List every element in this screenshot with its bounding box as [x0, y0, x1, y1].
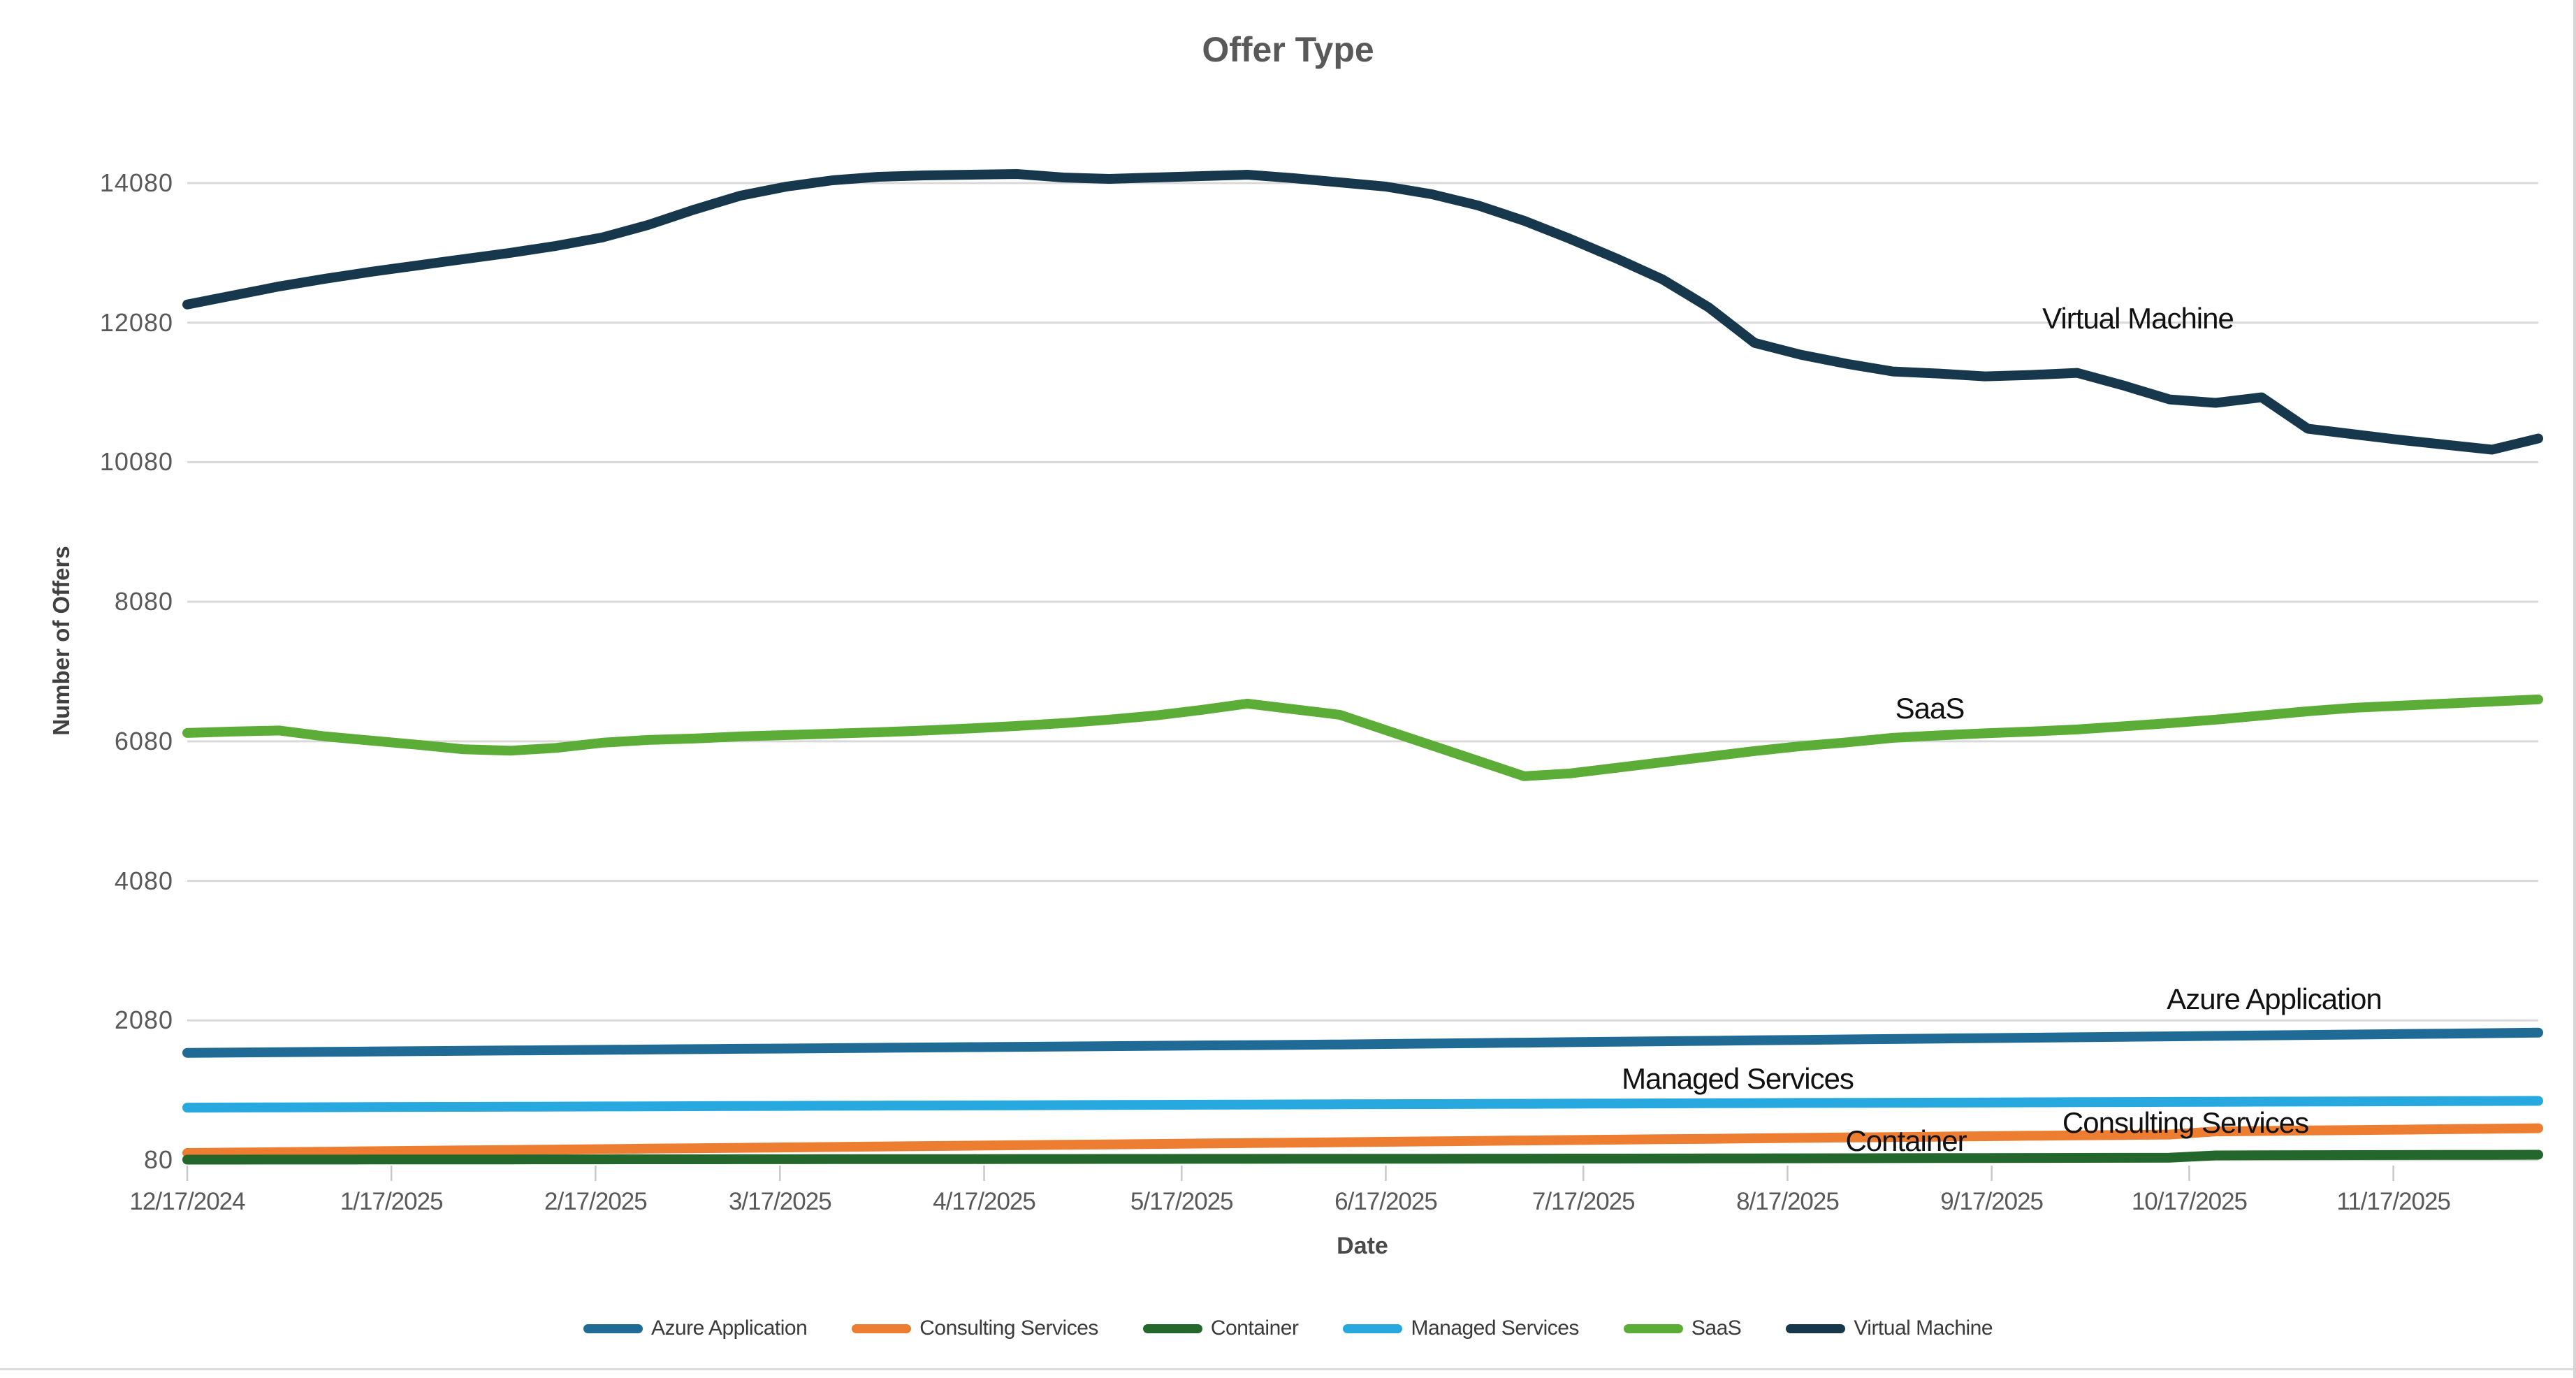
legend-swatch-managed-services [1343, 1323, 1403, 1333]
legend-label: Managed Services [1411, 1317, 1579, 1340]
series-label-consulting-services: Consulting Services [2062, 1106, 2309, 1139]
legend-swatch-virtual-machine [1786, 1323, 1846, 1333]
x-tick-label: 6/17/2025 [1334, 1188, 1438, 1215]
x-tick-label: 1/17/2025 [340, 1188, 444, 1215]
legend-swatch-container [1142, 1323, 1202, 1333]
series-line-consulting-services [182, 1123, 2543, 1158]
y-tick-label: 4080 [114, 866, 173, 895]
legend-label: Container [1210, 1317, 1299, 1340]
y-axis-title: Number of Offers [48, 546, 74, 736]
y-tick-label: 12080 [99, 307, 173, 337]
chart-legend: Azure Application Consulting Services Co… [0, 1317, 2576, 1340]
x-tick-label: 4/17/2025 [933, 1188, 1036, 1215]
x-tick-label: 9/17/2025 [1940, 1188, 2044, 1215]
legend-label: Virtual Machine [1854, 1317, 1993, 1340]
x-tick-label: 8/17/2025 [1736, 1188, 1840, 1215]
y-tick-label: 2080 [114, 1006, 173, 1035]
x-tick-label: 2/17/2025 [544, 1188, 648, 1215]
series-label-virtual-machine: Virtual Machine [2042, 302, 2234, 335]
series-lines [182, 169, 2543, 1165]
x-axis-title: Date [1337, 1233, 1388, 1259]
x-tick-label: 11/17/2025 [2336, 1188, 2451, 1215]
legend-item-virtual-machine: Virtual Machine [1786, 1317, 1993, 1340]
series-label-azure-application: Azure Application [2167, 982, 2382, 1015]
chart-title: Offer Type [1202, 30, 1374, 69]
legend-item-saas: SaaS [1623, 1317, 1742, 1340]
series-line-container [182, 1149, 2543, 1165]
y-tick-label: 80 [143, 1145, 173, 1174]
x-tick-label: 5/17/2025 [1130, 1188, 1234, 1215]
x-axis-tick-marks [186, 1166, 2394, 1181]
series-label-managed-services: Managed Services [1622, 1062, 1854, 1095]
x-tick-label: 3/17/2025 [728, 1188, 832, 1215]
legend-item-managed-services: Managed Services [1343, 1317, 1579, 1340]
legend-item-azure-application: Azure Application [583, 1317, 808, 1340]
legend-label: Consulting Services [919, 1317, 1098, 1340]
series-line-azure-application [182, 1027, 2543, 1058]
legend-item-consulting-services: Consulting Services [852, 1317, 1098, 1340]
series-line-managed-services [182, 1096, 2543, 1113]
y-tick-label: 6080 [114, 726, 173, 755]
series-line-saas [182, 694, 2543, 781]
legend-swatch-consulting-services [852, 1323, 912, 1333]
series-label-saas: SaaS [1895, 692, 1965, 725]
legend-swatch-saas [1623, 1323, 1683, 1333]
legend-label: SaaS [1691, 1317, 1742, 1340]
bottom-divider [0, 1368, 2576, 1370]
series-label-container: Container [1845, 1124, 1967, 1157]
series-line-virtual-machine [182, 169, 2543, 455]
x-tick-label: 12/17/2024 [129, 1188, 245, 1215]
y-tick-label: 8080 [114, 587, 173, 616]
legend-item-container: Container [1142, 1317, 1299, 1340]
legend-label: Azure Application [650, 1317, 808, 1340]
legend-swatch-azure-application [583, 1323, 643, 1333]
y-tick-label: 10080 [99, 447, 173, 477]
x-tick-label: 7/17/2025 [1531, 1188, 1636, 1215]
x-tick-label: 10/17/2025 [2131, 1188, 2248, 1215]
y-tick-label: 14080 [99, 168, 173, 197]
